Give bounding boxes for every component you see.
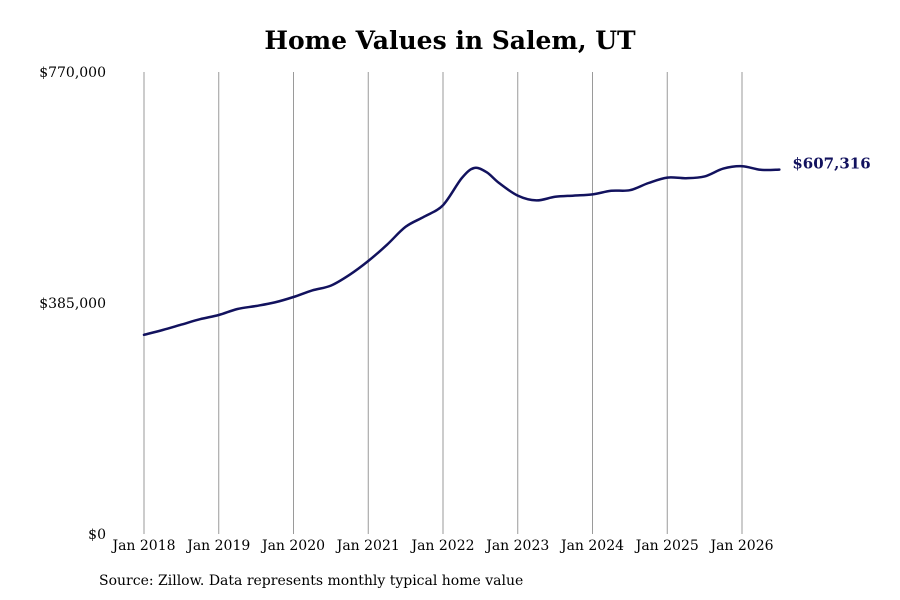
x-tick-label: Jan 2018 [110, 538, 175, 554]
x-tick-label: Jan 2025 [634, 538, 699, 554]
end-value-label: $607,316 [792, 155, 870, 173]
x-tick-label: Jan 2019 [185, 538, 250, 554]
x-axis-tick-labels: Jan 2018 Jan 2019 Jan 2020 Jan 2021 Jan 2022… [110, 538, 773, 554]
x-tick-label: Jan 2022 [409, 538, 474, 554]
chart-title: Home Values in Salem, UT [264, 26, 636, 55]
series-line-layer [142, 164, 781, 337]
source-note: Source: Zillow. Data represents monthly … [99, 573, 524, 589]
x-tick-label: Jan 2024 [559, 538, 624, 554]
y-tick-label: $770,000 [39, 65, 106, 81]
y-axis-tick-labels: $0 $385,000 $770,000 [39, 65, 106, 543]
x-tick-label: Jan 2023 [484, 538, 549, 554]
x-tick-label: Jan 2021 [335, 538, 400, 554]
gridlines [143, 72, 743, 534]
x-tick-label: Jan 2026 [708, 538, 773, 554]
y-tick-label: $0 [88, 527, 106, 543]
series-line [142, 164, 781, 337]
x-tick-label: Jan 2020 [260, 538, 325, 554]
end-value-label-layer: $607,316 [792, 155, 870, 173]
y-tick-label: $385,000 [39, 296, 106, 312]
